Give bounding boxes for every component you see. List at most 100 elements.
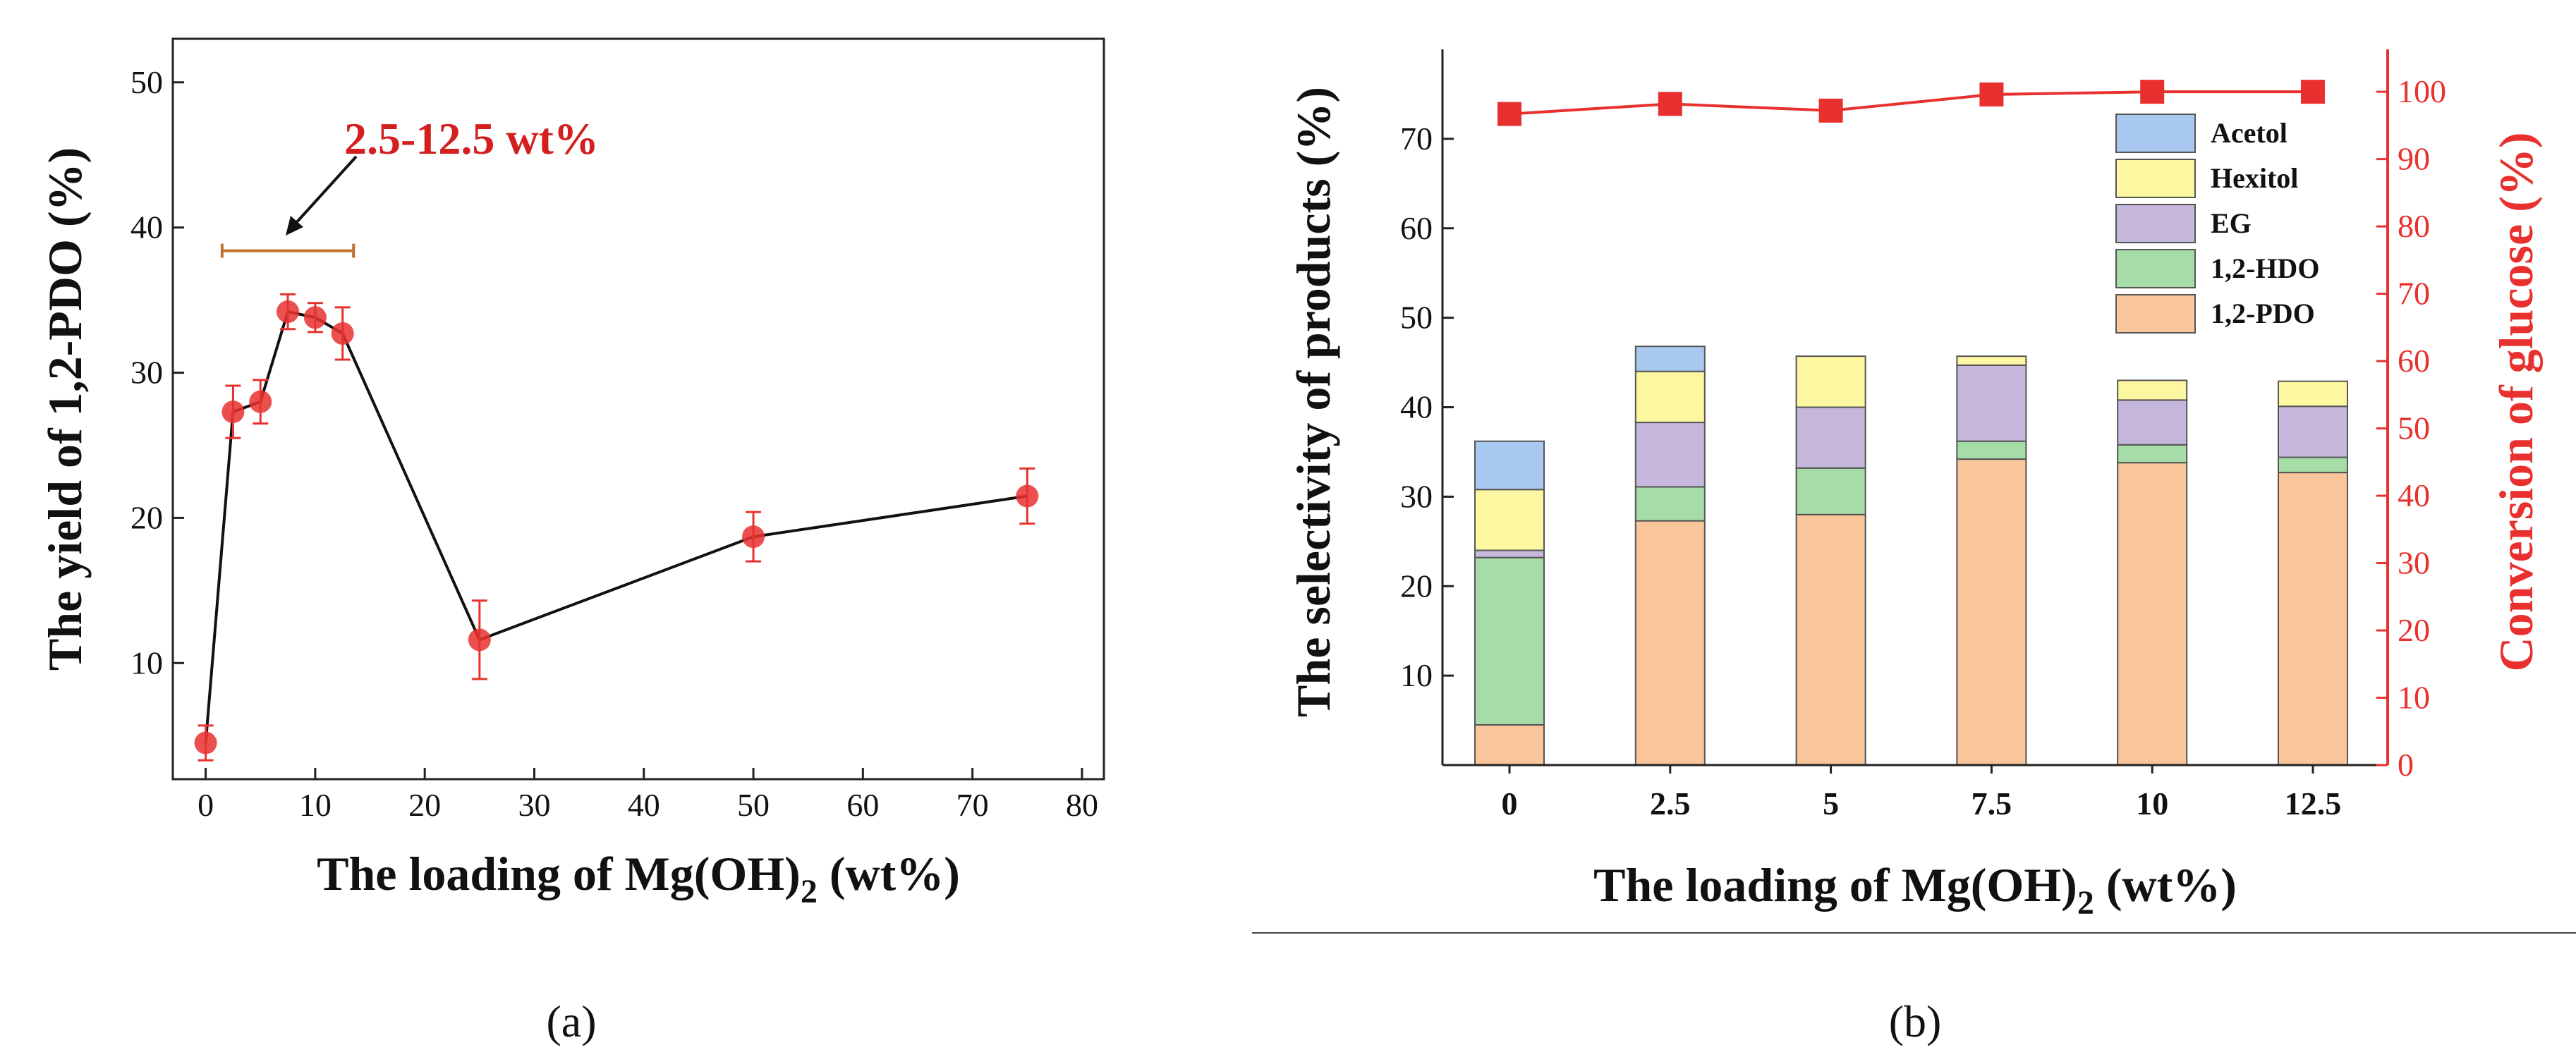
chart-a-data-point — [1016, 484, 1039, 508]
chart-a-plot-frame — [171, 37, 1105, 781]
chart-a-data-point — [194, 731, 217, 754]
chart-a-annotation-text: 2.5-12.5 wt% — [344, 114, 599, 164]
chart-a-series-line — [204, 310, 1028, 743]
chart-b-bar-segment — [2278, 405, 2348, 458]
chart-b-bar-segment — [1474, 556, 1545, 726]
chart-b-conversion-point — [1658, 92, 1682, 116]
chart-b-legend-label: Acetol — [2211, 117, 2288, 149]
chart-b-right-tick-label: 40 — [2398, 477, 2430, 513]
chart-b-y-tick-label: 50 — [1400, 300, 1433, 336]
chart-b-panel-label: (b) — [1889, 996, 1942, 1046]
chart-b-y-tick-label: 10 — [1400, 657, 1433, 693]
chart-b-bar-segment — [1474, 723, 1545, 766]
chart-a-data-point — [221, 401, 245, 424]
chart-b-right-tick-label: 80 — [2398, 208, 2430, 244]
chart-b-bar-segment — [2278, 380, 2348, 408]
chart-b-x-tick-label: 2.5 — [1650, 786, 1691, 821]
chart-a-y-tick-label: 20 — [130, 499, 163, 535]
chart-b-bar-segment — [1956, 364, 2027, 442]
chart-b-y-tick-label: 70 — [1400, 121, 1433, 157]
chart-b-y-tick-label: 60 — [1400, 210, 1433, 246]
chart-a-x-tick-label: 40 — [628, 787, 660, 823]
chart-b-right-tick-label: 0 — [2398, 747, 2414, 783]
chart-b-x-axis-title-main: The loading of Mg(OH) — [1593, 858, 2077, 912]
chart-a-x-tick-label: 10 — [299, 787, 332, 823]
chart-b-bar-segment — [1795, 513, 1866, 766]
chart-b-conversion-point — [1818, 98, 1843, 123]
chart-b-y-tick-label: 20 — [1400, 568, 1433, 604]
chart-a-data-point — [331, 322, 354, 345]
chart-a: 10 20 30 40 50 0 10 20 30 40 50 60 70 80 2.5-12.5 wt… — [38, 37, 1105, 1046]
chart-b-right-axis-title: Conversion of glucose (%) — [2489, 133, 2543, 672]
chart-a-x-tick-label: 0 — [198, 787, 214, 823]
chart-a-data-point — [468, 628, 491, 652]
chart-b-x-axis-title-tail: (wt%) — [2094, 858, 2237, 912]
chart-b-right-tick-label: 30 — [2398, 545, 2430, 581]
chart-b-conversion-line — [1509, 90, 2313, 116]
chart-b-right-tick-label: 100 — [2398, 73, 2446, 109]
chart-a-data-point — [249, 390, 272, 413]
chart-b-bar-segment — [1956, 355, 2027, 366]
chart-a-data-point — [277, 300, 300, 324]
chart-b-bar-segment — [2117, 444, 2188, 464]
chart-b-x-tick-label: 5 — [1823, 786, 1839, 821]
chart-b-conversion-point — [2140, 80, 2165, 104]
chart-b-bar-segment — [1474, 549, 1545, 558]
chart-b-x-tick-label: 0 — [1502, 786, 1518, 821]
chart-b-x-axis-title: The loading of Mg(OH)2 (wt%) — [1593, 858, 2237, 922]
chart-b-legend-swatch — [2115, 114, 2196, 153]
chart-a-x-tick-label: 70 — [956, 787, 989, 823]
chart-b-bar-segment — [1795, 467, 1866, 515]
chart-b-x-tick-label: 7.5 — [1972, 786, 2012, 821]
chart-b-bar-segment — [1795, 355, 1866, 408]
chart-b-y-tick-label: 40 — [1400, 389, 1433, 425]
chart-b-conversion-point — [2301, 80, 2325, 104]
chart-a-annotation-arrowhead — [286, 216, 303, 236]
chart-a-x-tick-label: 60 — [846, 787, 879, 823]
chart-b-bar-segment — [1956, 440, 2027, 460]
chart-b-y-tick-label: 30 — [1400, 478, 1433, 514]
chart-b-x-axis-title-subscript: 2 — [2077, 884, 2094, 922]
chart-b-bar-segment — [1634, 346, 1706, 372]
chart-b-bar-segment — [2117, 462, 2188, 766]
chart-b-legend-swatch — [2115, 249, 2196, 288]
chart-b-bar-segment — [1474, 489, 1545, 551]
chart-b-y-axis-title: The selectivity of products (%) — [1287, 87, 1340, 717]
chart-a-data-point — [742, 525, 765, 549]
chart-a-y-tick-label: 50 — [130, 64, 163, 100]
chart-a-x-tick-label: 50 — [737, 787, 770, 823]
chart-a-x-axis-title-subscript: 2 — [801, 873, 818, 910]
chart-a-data-point — [303, 306, 327, 329]
chart-a-x-tick-label: 30 — [518, 787, 550, 823]
chart-a-annotation-arrow — [293, 155, 358, 226]
chart-b-right-tick-label: 20 — [2398, 612, 2430, 648]
chart-b-legend-label: Hexitol — [2211, 162, 2298, 194]
chart-a-x-axis-title: The loading of Mg(OH)2 (wt%) — [317, 847, 960, 910]
chart-b-conversion-point — [1979, 82, 2004, 106]
chart-b-right-tick-label: 70 — [2398, 276, 2430, 312]
chart-b-right-tick-label: 10 — [2398, 680, 2430, 716]
chart-b-bar-segment — [1634, 370, 1706, 424]
chart-a-x-axis-title-tail: (wt%) — [818, 847, 960, 900]
chart-b-legend-swatch — [2115, 204, 2196, 243]
chart-b-x-tick-label: 12.5 — [2285, 786, 2342, 821]
chart-a-x-tick-label: 80 — [1066, 787, 1098, 823]
chart-b-legend-swatch — [2115, 159, 2196, 198]
chart-a-panel-label: (a) — [546, 996, 596, 1046]
chart-b-bar-segment — [1634, 486, 1706, 522]
chart-b-bar-segment — [2117, 399, 2188, 446]
chart-a-y-tick-label: 10 — [130, 644, 163, 680]
chart-b-bar-segment — [1634, 422, 1706, 488]
chart-b-right-tick-label: 60 — [2398, 343, 2430, 379]
chart-a-y-axis-title: The yield of 1,2-PDO (%) — [38, 147, 92, 671]
chart-b-conversion-point — [1497, 102, 1521, 126]
chart-b-bar-segment — [1634, 520, 1706, 766]
chart-b-bar-segment — [2117, 379, 2188, 401]
chart-b-bar-segment — [1956, 458, 2027, 766]
chart-b-legend-label: EG — [2211, 207, 2252, 239]
chart-b-bar-segment — [1795, 406, 1866, 469]
chart-b-legend-label: 1,2-HDO — [2211, 252, 2319, 284]
chart-b-right-tick-label: 50 — [2398, 410, 2430, 446]
chart-b-bar-segment — [1474, 440, 1545, 491]
chart-a-y-tick-label: 40 — [130, 209, 163, 245]
